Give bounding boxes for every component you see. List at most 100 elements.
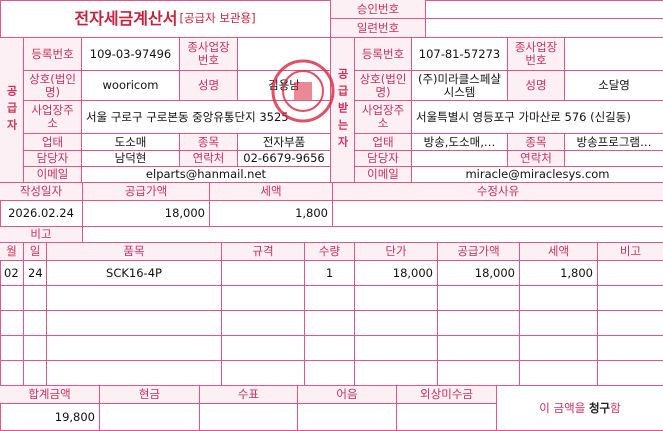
label: 일련번호: [331, 19, 426, 38]
label: 등록번호: [355, 38, 412, 71]
column-header: 품목: [47, 243, 222, 261]
empty-cell: [0, 286, 24, 311]
value-cell: [426, 19, 663, 38]
value: (주)미라클스페샬시스템: [412, 71, 508, 101]
label: 사업장주소: [24, 101, 82, 134]
value: 서울특별시 영등포구 가마산로 576 (신길동): [412, 101, 663, 134]
label: 현금: [100, 386, 200, 404]
label: 사업장주소: [355, 101, 412, 134]
label: 종목: [508, 134, 565, 151]
label: 수정사유: [333, 183, 663, 201]
label: 성명: [508, 71, 565, 101]
empty-cell: [222, 361, 305, 386]
value: 방송,도소매,…: [412, 134, 508, 151]
empty-cell: [100, 404, 200, 431]
empty-cell: [222, 286, 305, 311]
label: 종사업장번호: [508, 38, 565, 71]
empty-cell: [222, 311, 305, 336]
side-label: 공급자: [0, 38, 24, 183]
empty-cell: [47, 361, 222, 386]
item-cell: 1: [305, 261, 355, 286]
value: [565, 38, 663, 71]
empty-cell: [438, 336, 520, 361]
empty-cell: [47, 286, 222, 311]
empty-cell: [598, 336, 663, 361]
title-cell: 전자세금계산서 [공급자 보관용]: [0, 0, 331, 38]
value: 남덕현: [82, 151, 180, 167]
label: 담당자: [24, 151, 82, 167]
item-cell: 1,800: [520, 261, 598, 286]
empty-cell: [520, 336, 598, 361]
value: 109-03-97496: [82, 38, 180, 71]
label: 작성일자: [0, 183, 83, 201]
empty-cell: [305, 361, 355, 386]
column-header: 단가: [355, 243, 438, 261]
empty-cell: [520, 286, 598, 311]
empty-cell: [305, 311, 355, 336]
empty-cell: [598, 286, 663, 311]
value: wooricom: [82, 71, 180, 101]
value-cell: [83, 227, 663, 243]
value: elparts@hanmail.net: [82, 167, 331, 183]
value: 방송프로그램…: [565, 134, 663, 151]
empty-cell: [24, 286, 47, 311]
label: 이메일: [355, 167, 412, 183]
item-cell: 18,000: [438, 261, 520, 286]
claim-text: 함: [610, 400, 621, 415]
label: 상호(법인명): [355, 71, 412, 101]
item-cell: 24: [24, 261, 47, 286]
value: 107-81-57273: [412, 38, 508, 71]
value-cell: [426, 0, 663, 19]
value: miracle@miraclesys.com: [412, 167, 663, 183]
label: 비고: [0, 227, 83, 243]
value: 도소매: [82, 134, 180, 151]
column-header: 공급가액: [438, 243, 520, 261]
title: 전자세금계산서: [74, 9, 178, 28]
value-cell: [333, 201, 663, 227]
label: 업태: [24, 134, 82, 151]
value: [412, 151, 508, 167]
column-header: 비고: [598, 243, 663, 261]
empty-cell: [47, 311, 222, 336]
label: 승인번호: [331, 0, 426, 19]
empty-cell: [200, 404, 298, 431]
label: 성명: [180, 71, 238, 101]
side-label: 공급받는자: [331, 38, 355, 183]
value: 02-6679-9656: [238, 151, 331, 167]
item-cell: 02: [0, 261, 24, 286]
claim-box: 이 금액을 청구 함: [497, 386, 663, 431]
value: [565, 151, 663, 167]
item-cell: 18,000: [355, 261, 438, 286]
value: 소달영: [565, 71, 663, 101]
empty-cell: [355, 286, 438, 311]
empty-cell: [24, 311, 47, 336]
empty-cell: [24, 336, 47, 361]
column-header: 세액: [520, 243, 598, 261]
empty-cell: [438, 361, 520, 386]
empty-cell: [598, 311, 663, 336]
claim-emphasis: 청구: [588, 400, 611, 415]
empty-cell: [222, 336, 305, 361]
empty-cell: [598, 261, 663, 286]
label: 외상미수금: [397, 386, 497, 404]
label: 담당자: [355, 151, 412, 167]
value: 김용남: [238, 71, 331, 101]
subtitle: [공급자 보관용]: [179, 11, 256, 25]
label: 종사업장번호: [180, 38, 238, 71]
label: 이메일: [24, 167, 82, 183]
empty-cell: [0, 361, 24, 386]
label: 세액: [210, 183, 333, 201]
empty-cell: [222, 261, 305, 286]
empty-cell: [0, 336, 24, 361]
empty-cell: [438, 311, 520, 336]
empty-cell: [397, 404, 497, 431]
empty-cell: [355, 311, 438, 336]
label: 수표: [200, 386, 298, 404]
empty-cell: [355, 336, 438, 361]
column-header: 수량: [305, 243, 355, 261]
empty-cell: [305, 286, 355, 311]
column-header: 일: [24, 243, 47, 261]
